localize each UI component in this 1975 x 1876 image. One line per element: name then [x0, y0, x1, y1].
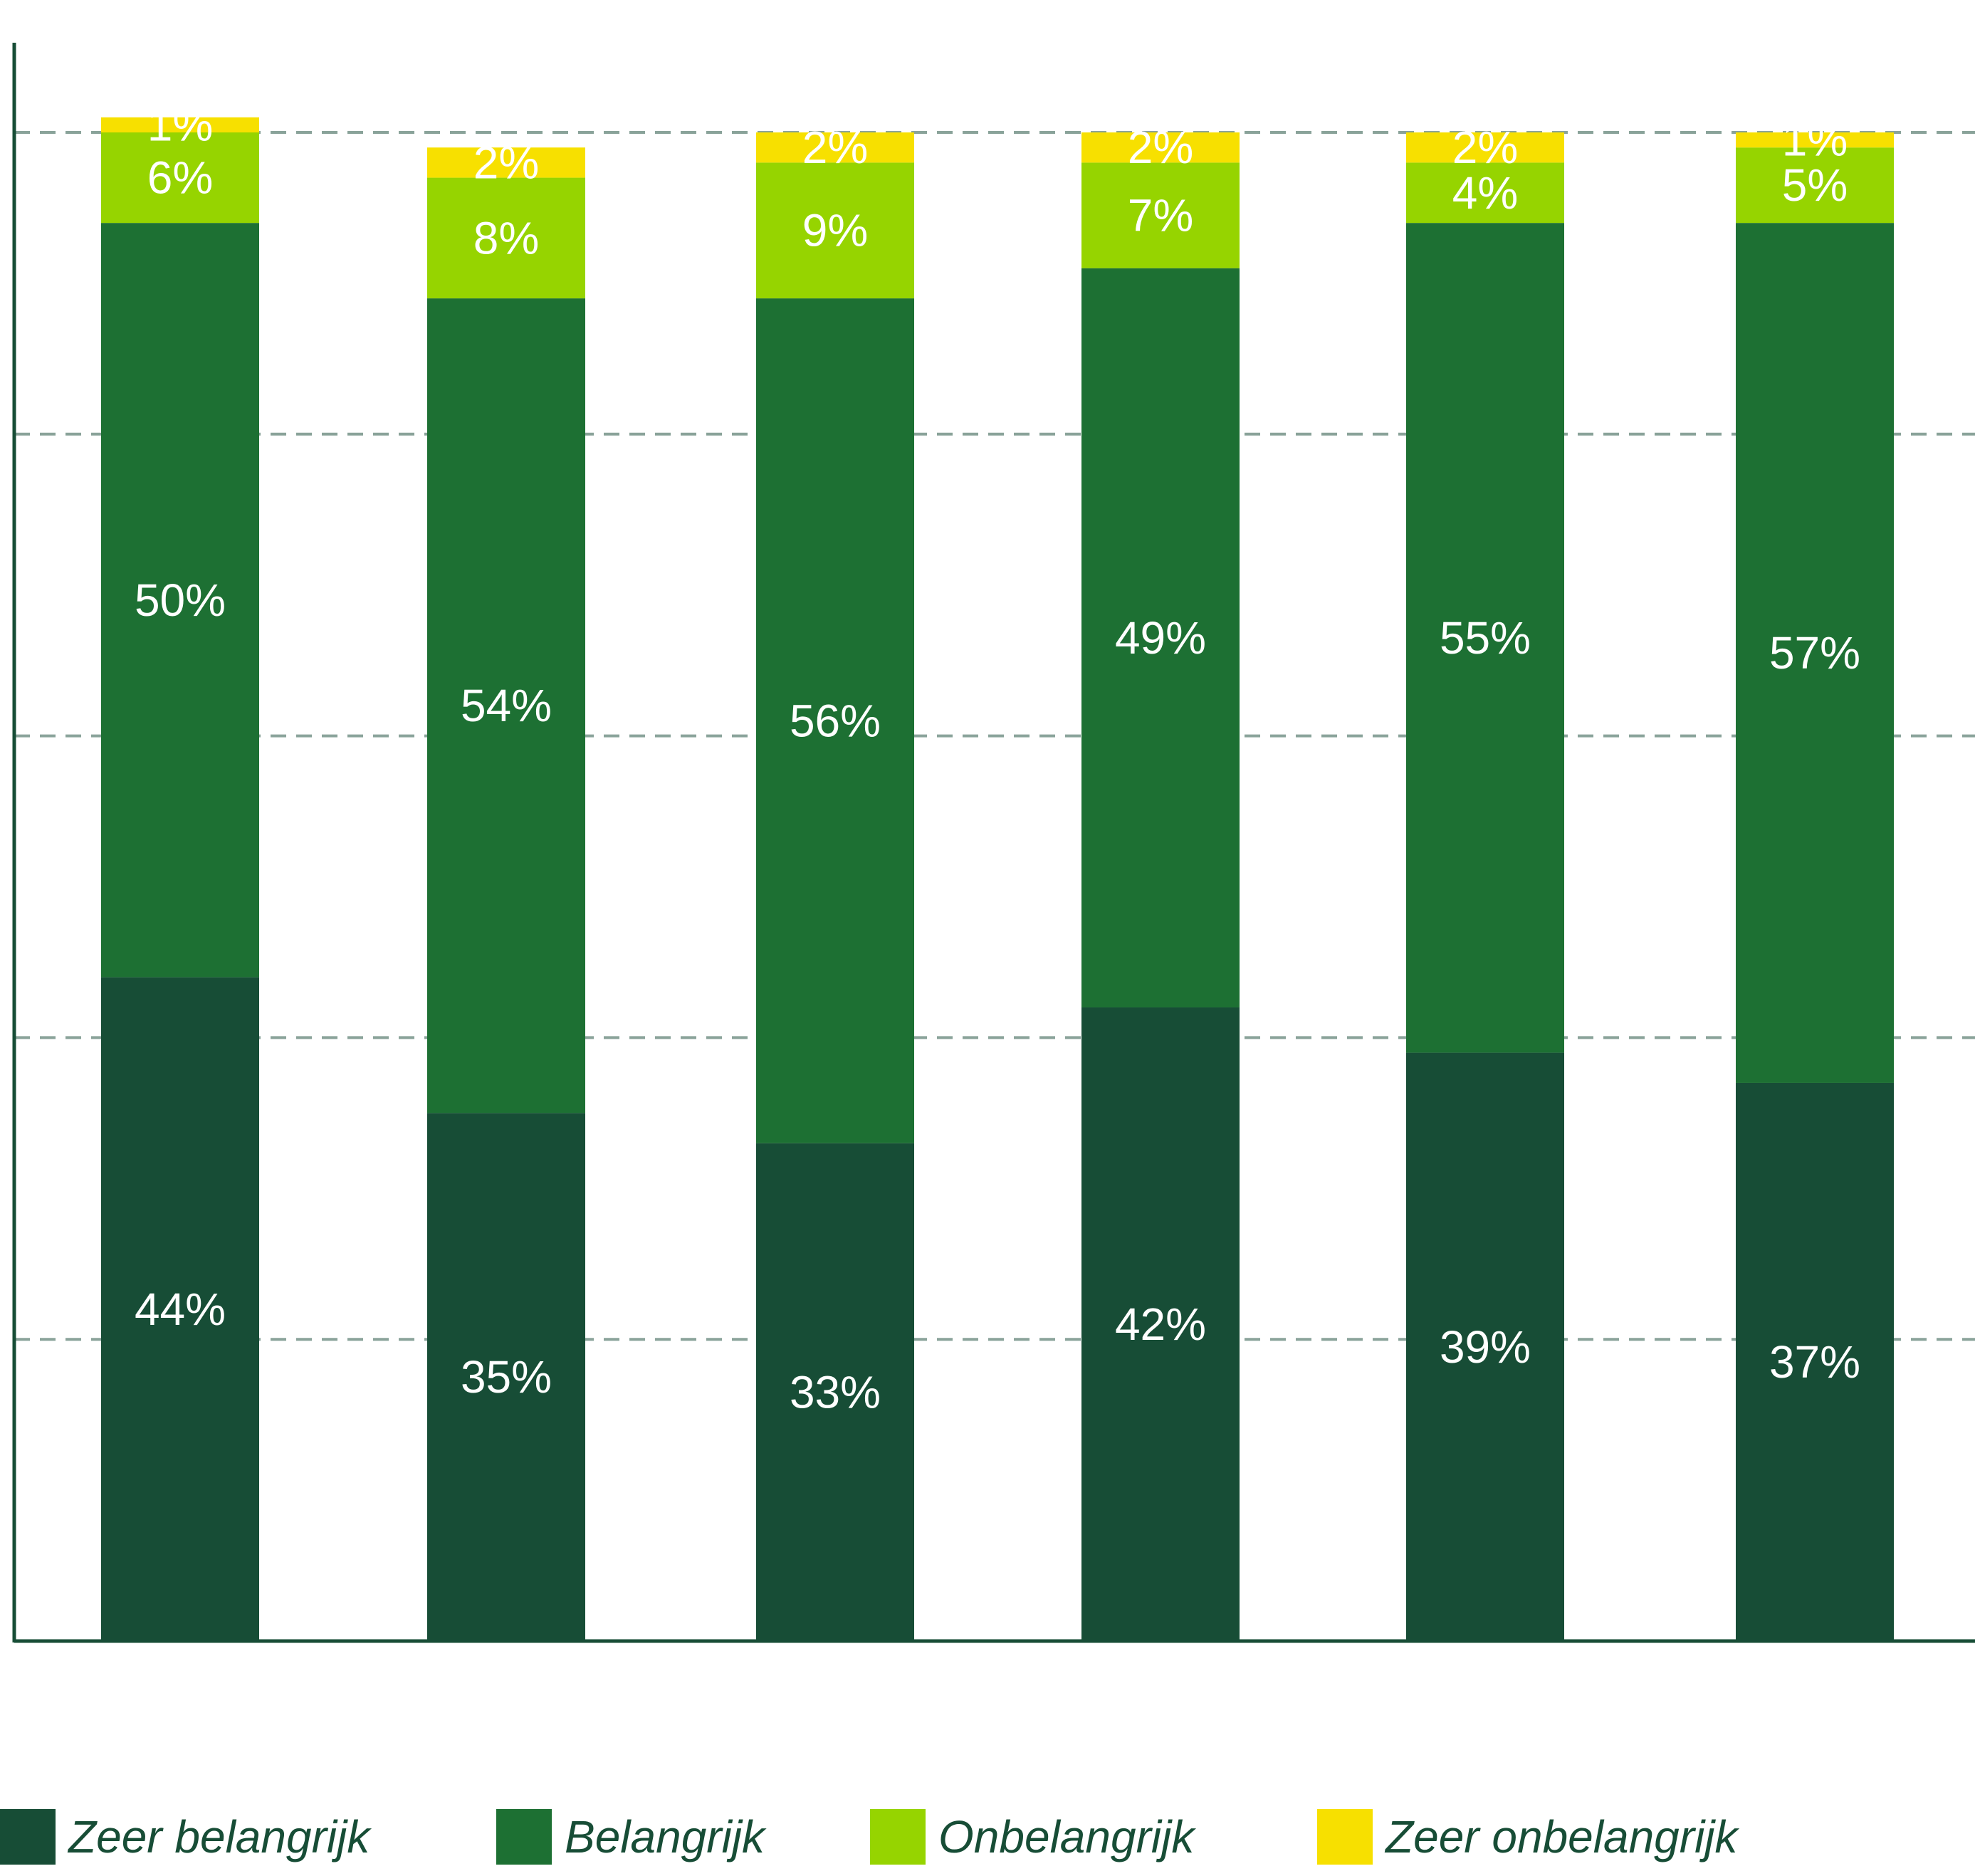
- legend-swatch: [0, 1809, 56, 1865]
- bar-segment: [756, 132, 914, 163]
- data-label: 37%: [1769, 1336, 1860, 1388]
- legend-label: Onbelangrijk: [938, 1811, 1195, 1862]
- data-labels: 44%50%6%1%35%54%8%2%33%56%9%2%42%49%7%2%…: [135, 99, 1860, 1418]
- data-label: 2%: [473, 137, 540, 188]
- bar-segment: [1406, 132, 1564, 163]
- data-label: 49%: [1115, 612, 1206, 664]
- bar-segment: [1081, 132, 1240, 163]
- data-label: 9%: [802, 205, 869, 256]
- data-label: 56%: [790, 695, 881, 746]
- bar-segment: [101, 223, 259, 978]
- data-label: 1%: [1782, 115, 1848, 166]
- legend-label: Zeer onbelangrijk: [1385, 1811, 1738, 1862]
- bar-segment: [1406, 162, 1564, 224]
- bar-segment: [756, 298, 914, 1143]
- bar-segment: [101, 132, 259, 224]
- bar-segment: [427, 298, 585, 1113]
- bar-segment: [1081, 162, 1240, 268]
- data-label: 2%: [1452, 122, 1519, 173]
- bar-segment: [1406, 1052, 1564, 1641]
- data-label: 2%: [1128, 122, 1194, 173]
- bar-segment: [101, 977, 259, 1641]
- legend-item-belangrijk: Belangrijk: [496, 1808, 765, 1865]
- data-label: 39%: [1440, 1321, 1531, 1373]
- bar-segment: [1736, 132, 1894, 148]
- data-label: 2%: [802, 122, 869, 173]
- data-label: 6%: [147, 152, 214, 204]
- bar-segment: [756, 1143, 914, 1641]
- data-label: 42%: [1115, 1299, 1206, 1350]
- chart-canvas: 44%50%6%1%35%54%8%2%33%56%9%2%42%49%7%2%…: [12, 43, 1975, 1643]
- bar-segment: [101, 117, 259, 132]
- bar-segment: [1081, 1007, 1240, 1641]
- data-label: 54%: [461, 680, 552, 731]
- data-label: 35%: [461, 1351, 552, 1403]
- bar-segment: [756, 162, 914, 299]
- bar-segment: [427, 1113, 585, 1641]
- bar-segment: [427, 147, 585, 178]
- bar-segment: [1736, 147, 1894, 224]
- legend-swatch: [496, 1809, 552, 1865]
- legend-swatch: [870, 1809, 926, 1865]
- bars: [101, 117, 1894, 1641]
- legend-item-zeer-belangrijk: Zeer belangrijk: [0, 1808, 370, 1865]
- legend-label: Belangrijk: [565, 1811, 765, 1862]
- legend: Zeer belangrijk Belangrijk Onbelangrijk …: [0, 1808, 1975, 1872]
- bar-segment: [1736, 223, 1894, 1083]
- bar-segment: [1081, 268, 1240, 1008]
- data-label: 44%: [135, 1284, 226, 1335]
- data-label: 4%: [1452, 167, 1519, 219]
- data-label: 50%: [135, 575, 226, 626]
- axes: [12, 43, 1975, 1643]
- bar-segment: [1406, 223, 1564, 1053]
- legend-item-zeer-onbelangrijk: Zeer onbelangrijk: [1317, 1808, 1738, 1865]
- data-label: 33%: [790, 1366, 881, 1418]
- data-label: 57%: [1769, 627, 1860, 678]
- data-label: 1%: [147, 99, 214, 150]
- bar-segment: [427, 177, 585, 299]
- legend-item-onbelangrijk: Onbelangrijk: [870, 1808, 1194, 1865]
- legend-swatch: [1317, 1809, 1373, 1865]
- data-label: 8%: [473, 212, 540, 263]
- data-label: 55%: [1440, 612, 1531, 664]
- gridlines: [14, 131, 1975, 1341]
- bar-segment: [1736, 1082, 1894, 1641]
- legend-label: Zeer belangrijk: [68, 1811, 370, 1862]
- data-label: 5%: [1782, 159, 1848, 211]
- data-label: 7%: [1128, 190, 1194, 241]
